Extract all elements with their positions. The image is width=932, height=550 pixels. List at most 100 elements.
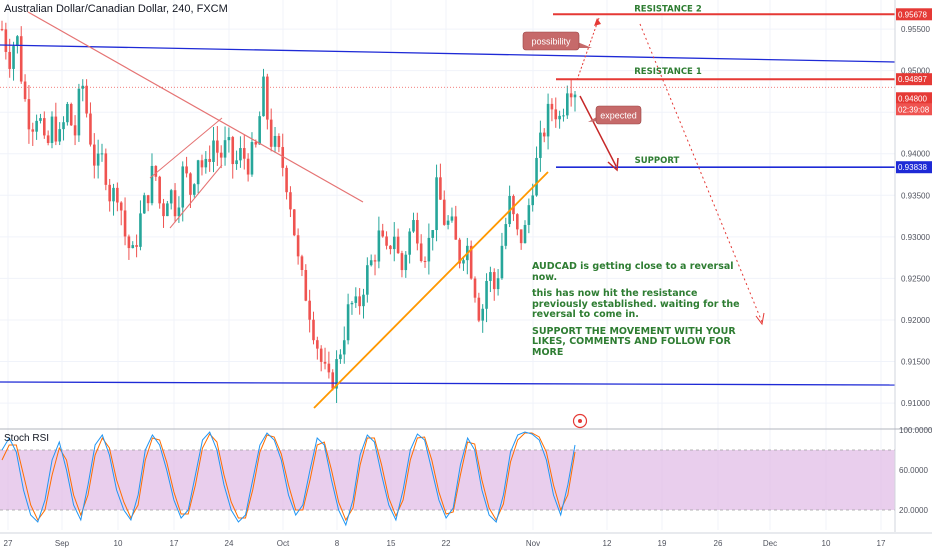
candle-down (46, 135, 50, 143)
candle-down (519, 229, 523, 244)
candle-up (339, 354, 342, 360)
rsi-tick-label: 20.0000 (899, 506, 928, 515)
candle-down (327, 363, 331, 373)
candle-up (77, 88, 81, 136)
resistance-1-price-tag-bg (896, 73, 932, 86)
candle-down (550, 103, 554, 110)
candle-up (223, 140, 227, 158)
candle-down (89, 113, 92, 145)
analysis-note: AUDCAD is getting close to a reversal no… (532, 261, 752, 364)
candle-down (200, 160, 204, 168)
candle-up (58, 129, 61, 142)
grid-lines (0, 0, 895, 530)
candle-up (39, 118, 42, 121)
candle-up (523, 224, 527, 244)
date-tick-label: 10 (822, 539, 831, 548)
price-tick-label: 0.92500 (901, 274, 930, 283)
candle-down (158, 176, 161, 204)
candle-down (316, 340, 319, 349)
tradingview-badge-dot-icon (578, 419, 582, 423)
candle-down (469, 245, 473, 279)
candle-up (404, 254, 408, 271)
possibility-callout-text: possibility (531, 37, 571, 47)
drawing-layer[interactable]: RESISTANCE 2 RESISTANCE 1 SUPPORT possibili… (0, 4, 896, 429)
candle-up (342, 340, 346, 355)
candle-down (385, 236, 388, 246)
chart-title: Australian Dollar/Canadian Dollar, 240, … (4, 3, 228, 15)
candle-down (231, 137, 235, 165)
candle-down (423, 260, 427, 262)
candle-down (396, 236, 400, 254)
possibility-callout-box (522, 31, 580, 51)
candle-up (431, 230, 435, 238)
candle-down (19, 36, 23, 82)
candle-down (292, 209, 296, 236)
candle-down (358, 296, 361, 307)
candle-down (492, 272, 496, 290)
candle-down (554, 109, 558, 120)
candle-down (304, 270, 308, 301)
expected-callout-box (595, 105, 642, 125)
candle-down (43, 118, 46, 136)
candle-up (192, 184, 196, 195)
candle-up (377, 230, 381, 262)
candle-down (419, 243, 423, 261)
expected-callout-text: expected (600, 111, 637, 121)
candle-up (558, 115, 561, 120)
descending-trendline (27, 11, 364, 203)
candle-down (146, 195, 150, 204)
candle-up (500, 245, 504, 279)
candle-up (262, 76, 265, 117)
date-tick-label: Sep (55, 539, 70, 548)
reversal-projection-arrowhead (755, 312, 765, 326)
candle-up (573, 94, 577, 98)
date-tick-label: 8 (335, 539, 340, 548)
candle-down (308, 300, 311, 320)
expected-down-arrowhead (607, 157, 619, 172)
price-tick-label: 0.94000 (901, 150, 930, 159)
candle-up (12, 46, 15, 69)
candle-up (346, 304, 350, 341)
support-label: SUPPORT (635, 156, 680, 166)
candle-down (477, 297, 481, 321)
stoch-rsi-band (0, 450, 895, 510)
candle-down (473, 278, 477, 298)
candle-down (439, 177, 442, 200)
date-tick-label: 27 (4, 539, 13, 548)
resistance-2-label: RESISTANCE 2 (634, 4, 702, 14)
candle-up (35, 120, 38, 132)
candle-up (489, 272, 492, 281)
stoch-rsi-d-line (1, 432, 576, 522)
candle-down (512, 195, 515, 215)
date-tick-label: 22 (442, 539, 451, 548)
candle-up (392, 236, 396, 250)
price-tick-label: 0.95000 (901, 67, 930, 76)
candle-up (62, 122, 65, 130)
date-tick-label: 15 (387, 539, 396, 548)
candle-down (331, 372, 335, 389)
candle-up (462, 260, 465, 264)
candle-up (142, 195, 146, 214)
candle-down (516, 214, 519, 230)
candle-down (454, 216, 458, 240)
stoch-rsi-k-line (1, 431, 576, 527)
bar-countdown-tag-bg (896, 103, 932, 116)
candle-up (273, 135, 277, 147)
candle-down (73, 125, 77, 136)
price-tick-label: 0.93500 (901, 191, 930, 200)
candle-down (208, 158, 211, 162)
channel-bottom-line (0, 381, 896, 386)
candle-down (69, 103, 73, 126)
candle-up (166, 203, 169, 217)
price-tick-label: 0.91000 (901, 399, 930, 408)
candle-down (458, 239, 461, 264)
candle-up (239, 148, 242, 161)
candle-up (496, 278, 500, 290)
candle-down (319, 348, 323, 362)
candle-down (162, 203, 165, 217)
date-tick-label: 17 (877, 539, 886, 548)
reversal-projection-path (639, 23, 763, 323)
candle-up (139, 213, 142, 247)
